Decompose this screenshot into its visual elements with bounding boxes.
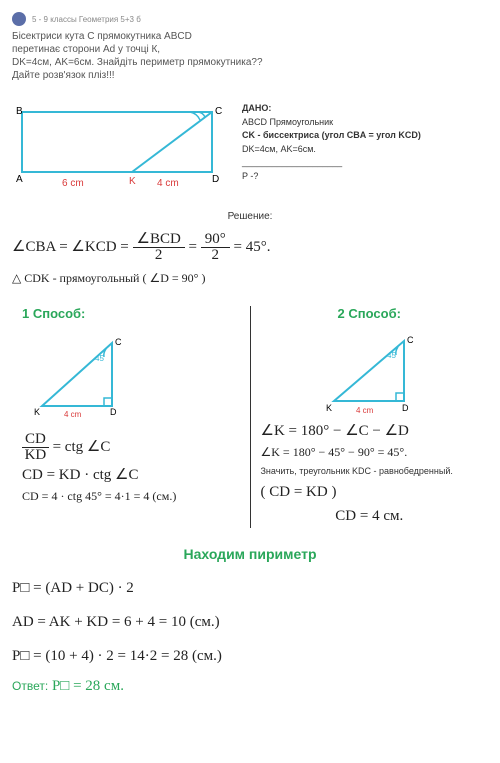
ak-label: 6 cm (62, 178, 84, 189)
step1-tri: △ CDK - прямоугольный ( ∠D = 90° ) (12, 269, 488, 288)
dano-line: CK - биссектриса (угол CBA = угол KCD) (242, 129, 421, 143)
vertex-b: B (16, 106, 23, 117)
header: 5 - 9 классы Геометрия 5+3 б (12, 12, 488, 26)
solution-label: Решение: (12, 211, 488, 222)
vertex-c: C (215, 106, 222, 117)
kd-label: 4 cm (157, 178, 179, 189)
method-1: 1 Способ: 45 K D C 4 cm CDKD = ctg ∠C CD… (12, 306, 250, 528)
svg-text:C: C (115, 337, 122, 347)
rectangle-diagram: B C A D K 6 cm 4 cm (12, 102, 222, 197)
vertex-k: K (129, 176, 136, 187)
svg-text:D: D (402, 403, 409, 413)
p-eq2: AD = AK + KD = 6 + 4 = 10 (см.) (12, 610, 488, 634)
dano-p: P -? (242, 170, 421, 184)
svg-text:4 cm: 4 cm (64, 410, 82, 419)
m2-eq2: ∠K = 180° − 45° − 90° = 45°. (261, 443, 479, 462)
svg-text:K: K (326, 403, 332, 413)
m2-note: Значить, треугольник KDC - равнобедренны… (261, 466, 479, 476)
answer-value: P□ = 28 см. (52, 678, 124, 694)
method2-title: 2 Способ: (261, 306, 479, 321)
m2-eq4: CD = 4 см. (261, 504, 479, 528)
dano-divider: ____________________ (242, 156, 421, 170)
dano-line: DK=4см, AK=6см. (242, 143, 421, 157)
svg-text:D: D (110, 407, 117, 417)
problem-text: Бісектриси кута С прямокутника ABCD пере… (12, 30, 488, 82)
problem-line: Бісектриси кута С прямокутника ABCD (12, 30, 488, 43)
perimeter-title: Находим пириметр (12, 546, 488, 562)
m1-eq3: CD = 4 · ctg 45° = 4·1 = 4 (см.) (22, 487, 240, 506)
dano-line: ABCD Прямоугольник (242, 116, 421, 130)
m2-eq1: ∠K = 180° − ∠C − ∠D (261, 419, 479, 443)
answer-line: Ответ: P□ = 28 см. (12, 678, 488, 695)
given-block: ДАНО: ABCD Прямоугольник CK - биссектрис… (242, 102, 421, 197)
method1-title: 1 Способ: (22, 306, 240, 321)
methods-row: 1 Способ: 45 K D C 4 cm CDKD = ctg ∠C CD… (12, 306, 488, 528)
p-eq3: P□ = (10 + 4) · 2 = 14·2 = 28 (см.) (12, 644, 488, 668)
top-section: B C A D K 6 cm 4 cm ДАНО: ABCD Прямоугол… (12, 102, 488, 197)
vertex-d: D (212, 174, 219, 185)
triangle-2: 45 K D C 4 cm (314, 331, 424, 416)
m2-eq3: ( CD = KD ) (261, 480, 479, 504)
dano-title: ДАНО: (242, 102, 421, 116)
svg-text:4 cm: 4 cm (356, 406, 374, 415)
answer-label: Ответ: (12, 679, 48, 693)
svg-text:K: K (34, 407, 40, 417)
svg-text:C: C (407, 335, 414, 345)
m1-eq1: CDKD = ctg ∠C (22, 432, 240, 463)
avatar-icon (12, 12, 26, 26)
step1-eq: ∠CBA = ∠KCD = ∠BCD2 = 90°2 = 45°. (12, 232, 488, 263)
triangle-1: 45 K D C 4 cm (22, 331, 132, 421)
svg-text:45: 45 (387, 351, 396, 360)
method-2: 2 Способ: 45 K D C 4 cm ∠K = 180° − ∠C −… (251, 306, 489, 528)
problem-line: DK=4см, AK=6см. Знайдіть периметр прямок… (12, 56, 488, 69)
vertex-a: A (16, 174, 23, 185)
problem-line: Дайте розв'язок пліз!!! (12, 69, 488, 82)
p-eq1: P□ = (AD + DC) · 2 (12, 576, 488, 600)
svg-text:45: 45 (95, 354, 104, 363)
m1-eq2: CD = KD · ctg ∠C (22, 463, 240, 487)
problem-line: перетинає сторони Ad у точці К, (12, 43, 488, 56)
grade-text: 5 - 9 классы Геометрия 5+3 б (32, 15, 141, 24)
